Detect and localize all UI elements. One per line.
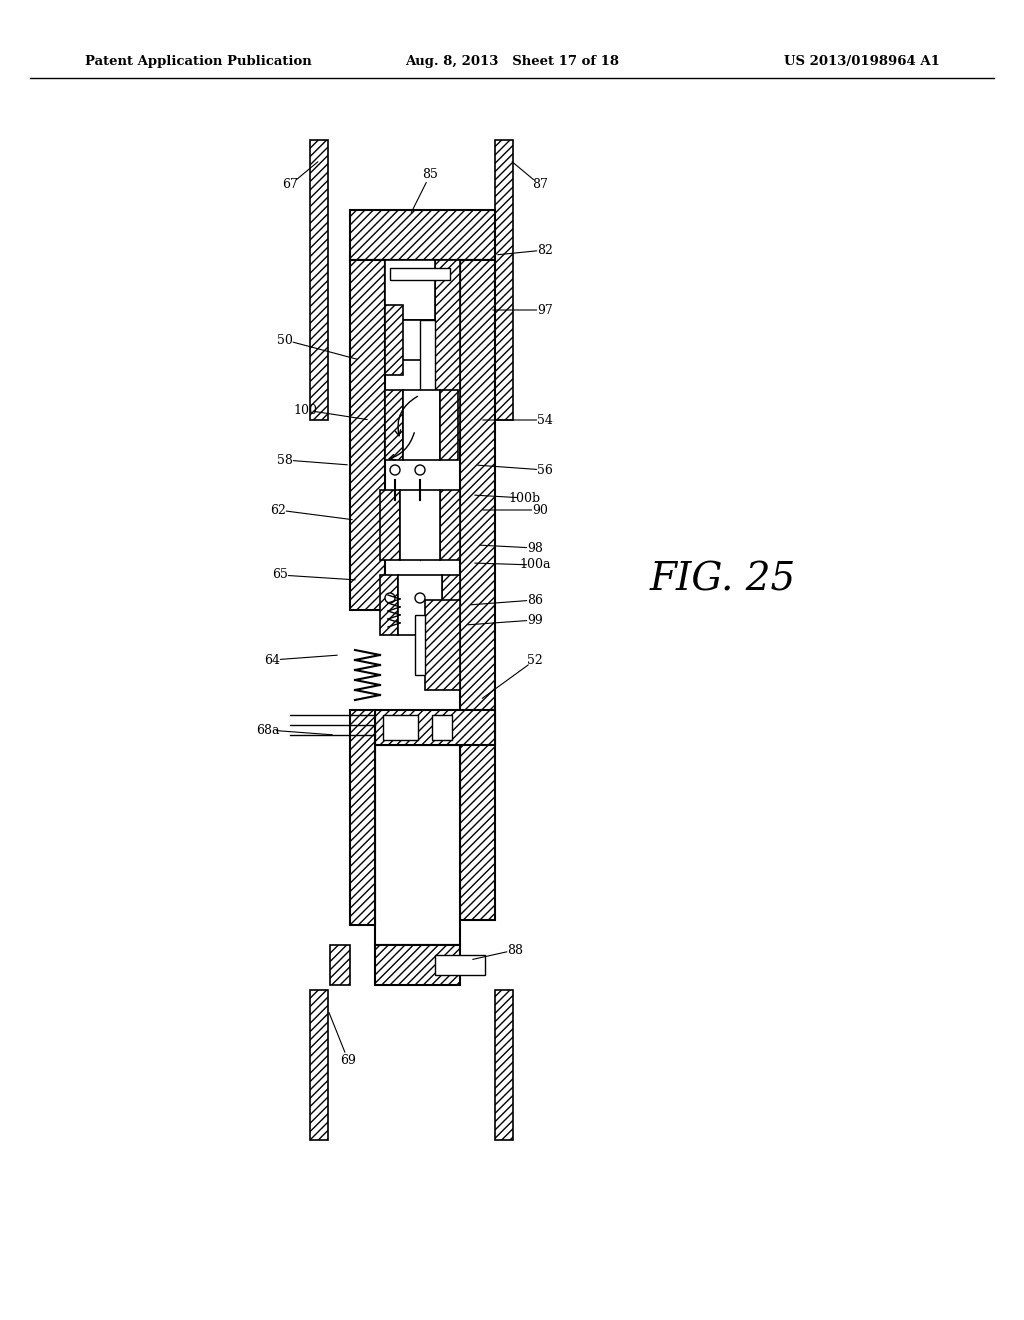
Text: 58: 58	[278, 454, 293, 466]
Bar	[400, 319, 435, 360]
Text: 68a: 68a	[256, 723, 280, 737]
Bar	[440, 389, 458, 459]
Text: 100a: 100a	[519, 558, 551, 572]
Bar	[495, 990, 513, 1140]
Circle shape	[415, 465, 425, 475]
Text: 86: 86	[527, 594, 543, 606]
Circle shape	[385, 593, 395, 603]
Text: 56: 56	[537, 463, 553, 477]
Bar	[400, 490, 440, 560]
Bar	[442, 576, 460, 635]
Text: Aug. 8, 2013   Sheet 17 of 18: Aug. 8, 2013 Sheet 17 of 18	[406, 55, 618, 69]
Text: 98: 98	[527, 541, 543, 554]
Bar	[350, 710, 375, 925]
Bar	[385, 305, 403, 375]
Bar	[375, 945, 460, 985]
Bar	[432, 715, 452, 741]
Text: Patent Application Publication: Patent Application Publication	[85, 55, 311, 69]
Bar	[398, 576, 442, 635]
Text: 99: 99	[527, 614, 543, 627]
Bar	[435, 954, 485, 975]
FancyArrowPatch shape	[389, 433, 415, 459]
Text: FIG. 25: FIG. 25	[650, 561, 797, 598]
Bar	[425, 601, 460, 690]
Text: 100: 100	[293, 404, 317, 417]
Bar	[385, 389, 403, 459]
Text: 82: 82	[537, 243, 553, 256]
Text: 54: 54	[537, 413, 553, 426]
Bar	[403, 389, 440, 459]
Bar	[415, 615, 425, 675]
Circle shape	[415, 593, 425, 603]
Text: 85: 85	[422, 169, 438, 181]
Text: 90: 90	[532, 503, 548, 516]
Bar	[310, 140, 328, 420]
Text: US 2013/0198964 A1: US 2013/0198964 A1	[784, 55, 940, 69]
Text: 64: 64	[264, 653, 280, 667]
Bar	[420, 319, 435, 440]
Bar	[385, 260, 460, 319]
Bar	[375, 710, 495, 744]
Bar	[350, 210, 495, 260]
Bar	[330, 945, 350, 985]
Bar	[350, 260, 385, 610]
Bar	[460, 260, 495, 920]
Bar	[385, 260, 435, 319]
Text: 65: 65	[272, 569, 288, 582]
Text: 69: 69	[340, 1053, 356, 1067]
Text: 62: 62	[270, 503, 286, 516]
Bar	[310, 990, 328, 1140]
Text: 50: 50	[278, 334, 293, 346]
Text: 97: 97	[538, 304, 553, 317]
Bar	[390, 268, 450, 280]
FancyArrowPatch shape	[395, 396, 418, 436]
Bar	[375, 744, 460, 945]
Bar	[440, 490, 460, 560]
Text: 67: 67	[282, 178, 298, 191]
Text: 88: 88	[507, 944, 523, 957]
Bar	[380, 490, 400, 560]
Circle shape	[390, 465, 400, 475]
Text: 100b: 100b	[509, 491, 541, 504]
Bar	[380, 576, 398, 635]
Text: 87: 87	[532, 178, 548, 191]
Text: 52: 52	[527, 653, 543, 667]
Bar	[383, 715, 418, 741]
Bar	[495, 140, 513, 420]
Bar	[435, 260, 460, 440]
